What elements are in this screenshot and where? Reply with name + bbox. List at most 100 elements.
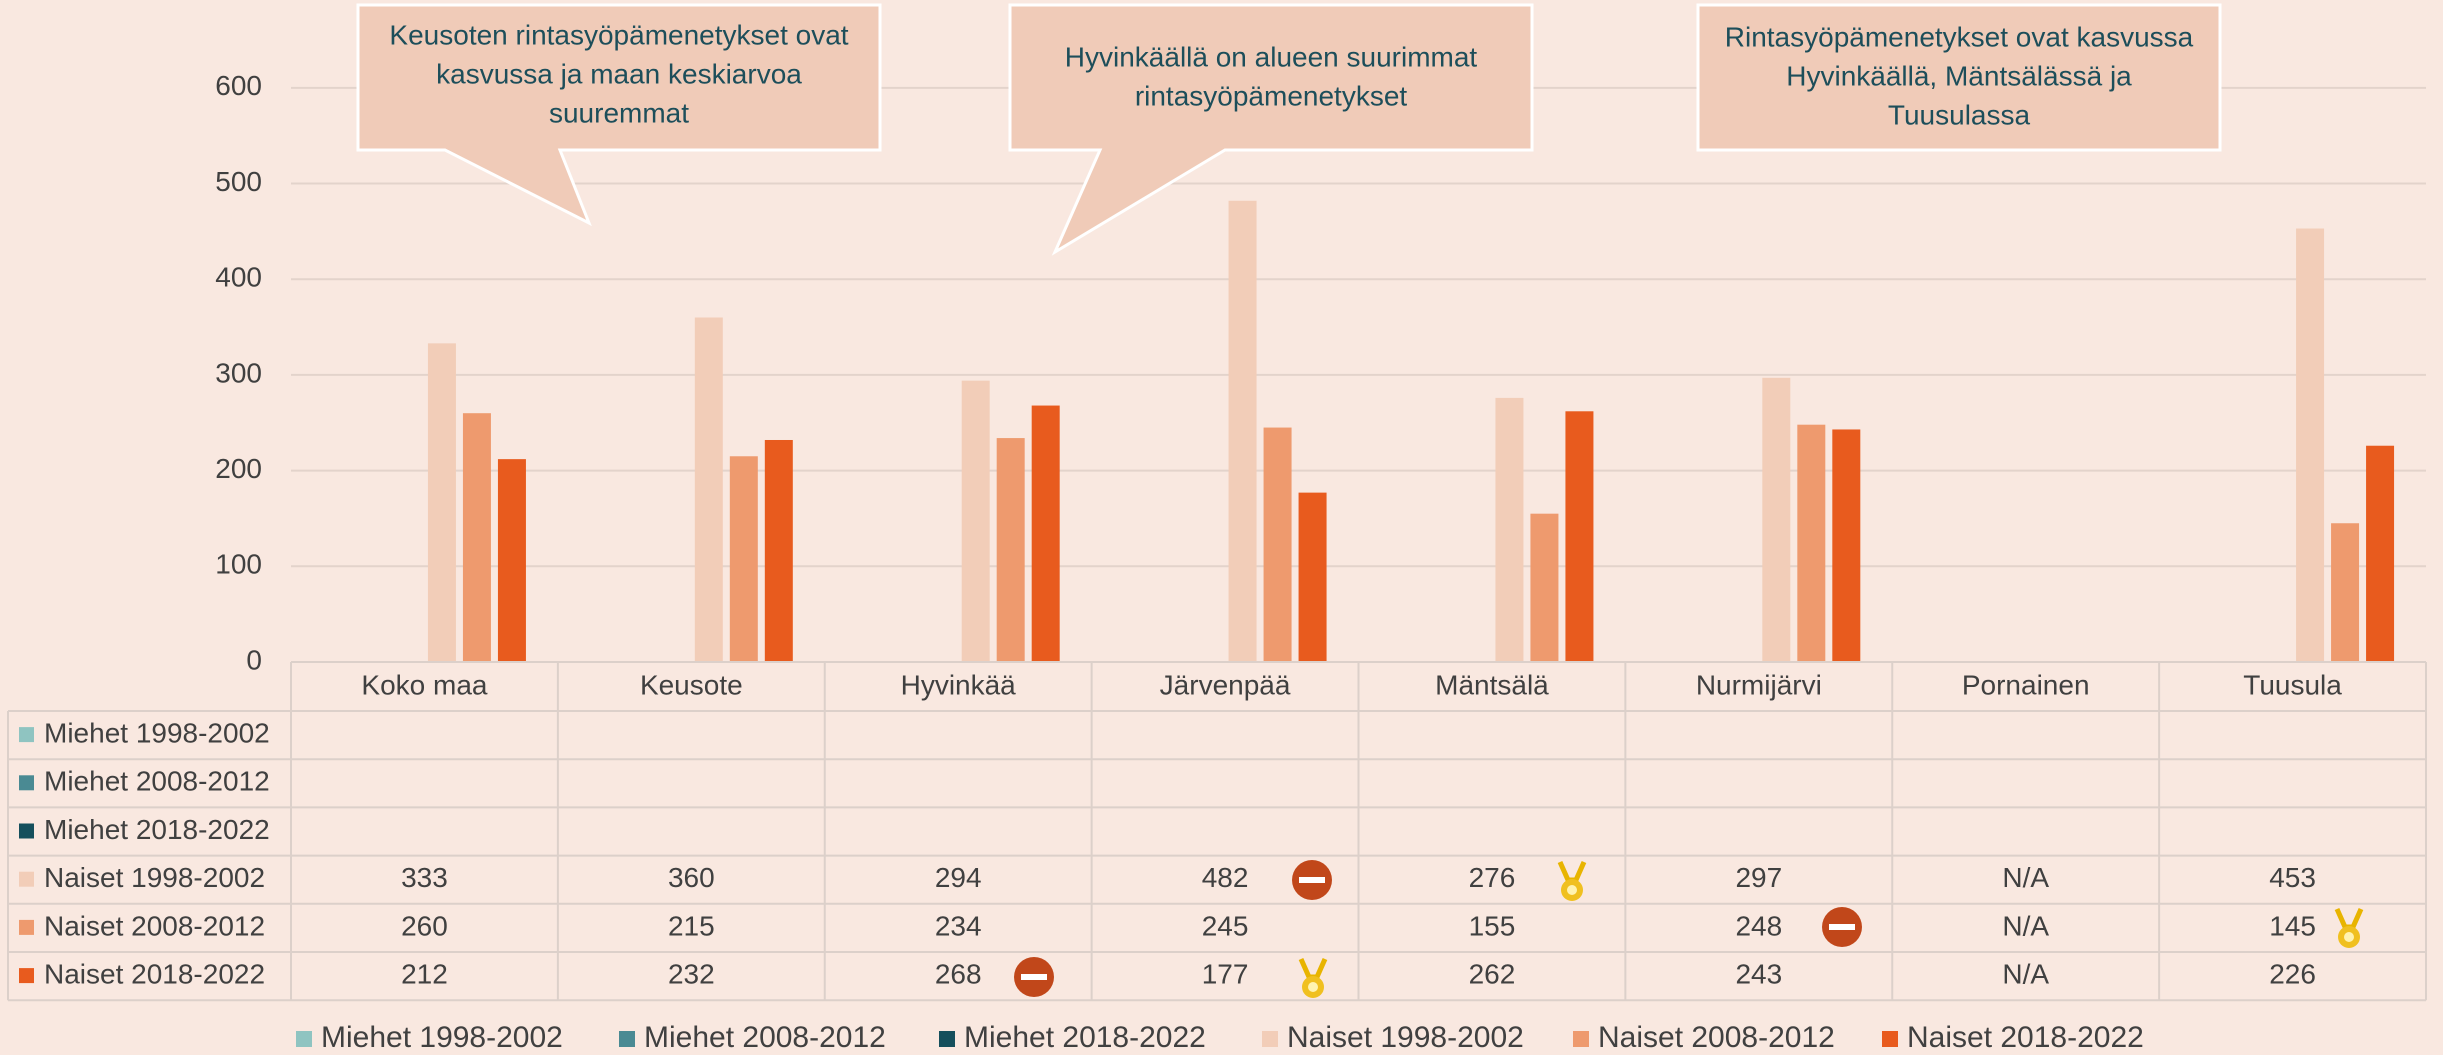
row-label: Naiset 2008-2012 [44,910,265,941]
annotation: rintasyöpämenetykset [1135,80,1408,111]
x-tick-label: Hyvinkää [901,669,1017,700]
x-tick-label: Koko maa [361,669,487,700]
x-tick-label: Keusote [640,669,743,700]
bar [497,459,526,662]
legend-label: Miehet 2008-2012 [644,1021,886,1054]
cell-value: 248 [1735,910,1782,941]
legend-label: Naiset 2018-2022 [1907,1021,2144,1054]
legend-key [619,1031,635,1047]
cell-value: 232 [668,958,715,989]
annotation: Keusoten rintasyöpämenetykset ovat [389,19,848,50]
y-tick-label: 300 [215,357,262,388]
cell-value: 260 [401,910,448,941]
bar [427,343,456,662]
annotation: Tuusulassa [1888,99,2031,130]
x-tick-label: Järvenpää [1160,669,1291,700]
x-tick-label: Nurmijärvi [1696,669,1822,700]
legend: Miehet 1998-2002 Miehet 2008-2012 Miehet 2… [296,1021,2144,1054]
annotation: kasvussa ja maan keskiarvoa [436,58,802,89]
cell-value: 226 [2269,958,2316,989]
bar [1228,200,1257,663]
bar [1832,429,1861,662]
legend-key [1573,1031,1589,1047]
row-key [19,871,34,887]
legend-key [1882,1031,1898,1047]
x-tick-label: Mäntsälä [1435,669,1549,700]
row-label: Naiset 2018-2022 [44,958,265,989]
y-tick-label: 100 [215,549,262,580]
cell-value: N/A [2002,910,2049,941]
legend-key [296,1031,312,1047]
callout-box [1008,3,1534,256]
minus-icon [1822,907,1862,947]
cell-value: 212 [401,958,448,989]
y-tick-label: 400 [215,262,262,293]
medal-icon [1298,957,1328,998]
row-key [19,727,34,743]
annotation: suuremmat [549,97,689,128]
bar [729,456,758,662]
bar [1530,513,1559,662]
bar [1762,377,1791,662]
x-tick-label: Tuusula [2243,669,2342,700]
bar [2331,523,2360,662]
bar [462,413,491,662]
bar [1797,424,1826,662]
cell-value: 145 [2269,910,2316,941]
bar [694,317,723,662]
cell-value: 155 [1469,910,1516,941]
bar [996,438,1025,662]
legend-label: Miehet 2018-2022 [964,1021,1206,1054]
legend-label: Naiset 2008-2012 [1598,1021,1835,1054]
cell-value: N/A [2002,958,2049,989]
row-key [19,823,34,839]
legend-label: Naiset 1998-2002 [1287,1021,1524,1054]
bar [1031,405,1060,662]
medal-icon [2334,907,2364,948]
bar [1495,397,1524,662]
y-tick-label: 200 [215,453,262,484]
cell-value: N/A [2002,862,2049,893]
y-tick-label: 500 [215,166,262,197]
cell-value: 482 [1202,862,1249,893]
annotation: Hyvinkäällä on alueen suurimmat [1065,41,1478,72]
row-label: Miehet 2008-2012 [44,766,270,797]
cell-value: 453 [2269,862,2316,893]
row-key [19,919,34,935]
row-label: Miehet 1998-2002 [44,717,270,748]
row-label: Naiset 1998-2002 [44,862,265,893]
row-key [19,775,34,791]
bar [1298,492,1327,662]
cell-value: 297 [1735,862,1782,893]
legend-label: Miehet 1998-2002 [321,1021,563,1054]
bar [764,439,793,662]
minus-icon [1014,957,1054,997]
y-tick-label: 0 [246,644,262,675]
cell-value: 243 [1735,958,1782,989]
bar [2366,445,2395,662]
bar [961,380,990,662]
cell-value: 360 [668,862,715,893]
legend-key [1262,1031,1278,1047]
legend-key [939,1031,955,1047]
cell-value: 333 [401,862,448,893]
annotation: Hyvinkäällä, Mäntsälässä ja [1786,60,2132,91]
cell-value: 262 [1469,958,1516,989]
data-table: Koko maa Keusote Hyvinkää Järvenpää Mäntsälä… [7,661,2427,1002]
cell-value: 234 [935,910,982,941]
cell-value: 245 [1202,910,1249,941]
cell-value: 215 [668,910,715,941]
cell-value: 294 [935,862,982,893]
y-tick-label: 600 [215,70,262,101]
bar [1263,427,1292,662]
callout-box [356,3,882,227]
medal-icon [1557,860,1587,901]
annotations: Keusoten rintasyöpämenetykset ovat kasvus… [389,19,2193,130]
x-tick-label: Pornainen [1962,669,2090,700]
callout-box [1696,3,2222,152]
bars [427,200,2395,663]
bar [2296,228,2325,662]
cell-value: 268 [935,958,982,989]
